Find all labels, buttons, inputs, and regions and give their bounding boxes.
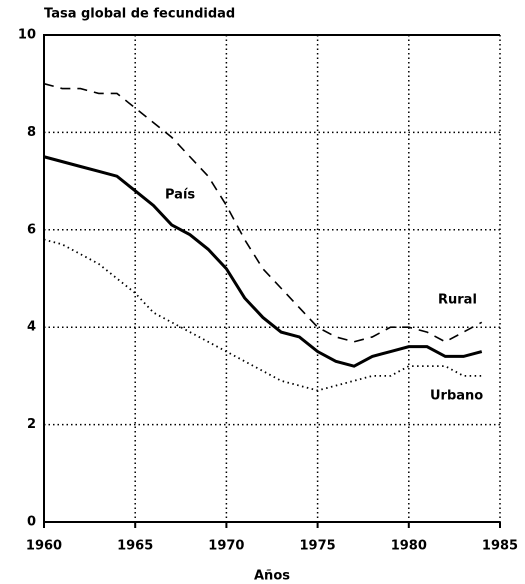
x-axis-label: Años xyxy=(254,569,290,584)
y-tick-label: 10 xyxy=(18,28,36,43)
y-tick-label: 4 xyxy=(27,320,36,335)
x-tick-label: 1975 xyxy=(300,539,336,554)
series-line xyxy=(43,82,483,343)
x-tick-label: 1965 xyxy=(117,539,153,554)
series-line xyxy=(43,238,482,392)
x-tick-label: 1960 xyxy=(26,539,62,554)
series-line xyxy=(43,155,483,368)
y-tick-label: 6 xyxy=(27,222,36,237)
y-tick-label: 0 xyxy=(27,515,36,530)
series-label: País xyxy=(165,188,195,203)
y-tick-label: 8 xyxy=(27,125,36,140)
chart-title: Tasa global de fecundidad xyxy=(44,7,235,22)
y-tick-label: 2 xyxy=(27,417,36,432)
series-label: Urbano xyxy=(430,389,483,404)
x-tick-label: 1980 xyxy=(391,539,427,554)
series-label: Rural xyxy=(438,293,477,308)
axis-frame xyxy=(43,34,500,523)
x-tick-label: 1970 xyxy=(208,539,244,554)
x-tick-label: 1985 xyxy=(482,539,518,554)
